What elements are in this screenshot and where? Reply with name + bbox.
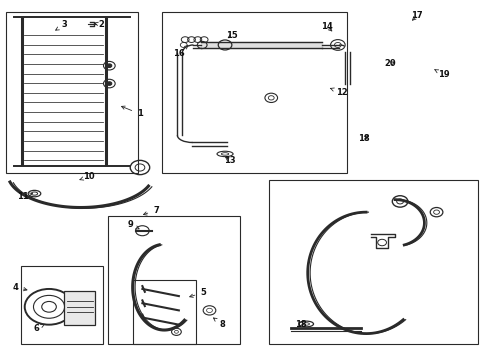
Text: 3: 3: [56, 20, 67, 30]
Text: 10: 10: [80, 172, 95, 181]
Text: 14: 14: [321, 22, 332, 31]
Text: 7: 7: [143, 206, 159, 215]
Text: 12: 12: [330, 88, 347, 97]
Circle shape: [107, 64, 112, 67]
Bar: [63, 291, 95, 325]
Text: 6: 6: [33, 324, 44, 333]
Text: 17: 17: [410, 11, 422, 20]
Bar: [162, 12, 346, 173]
Text: 1: 1: [122, 106, 142, 118]
Bar: [268, 180, 477, 344]
Bar: [132, 280, 196, 344]
Bar: [21, 266, 103, 344]
Text: 9: 9: [127, 220, 139, 229]
Text: 4: 4: [12, 283, 27, 292]
Text: 16: 16: [173, 46, 187, 58]
Text: 20: 20: [384, 59, 395, 68]
Text: 19: 19: [434, 70, 449, 79]
Bar: [108, 216, 239, 344]
Bar: [6, 12, 137, 173]
Text: 18: 18: [357, 134, 368, 143]
Text: 18: 18: [294, 320, 305, 329]
Text: 15: 15: [226, 31, 238, 40]
Text: 13: 13: [224, 156, 235, 165]
Text: 2: 2: [95, 20, 104, 29]
Text: 11: 11: [18, 192, 32, 201]
Text: 8: 8: [213, 318, 225, 329]
Text: 5: 5: [189, 288, 205, 297]
Circle shape: [107, 82, 112, 85]
